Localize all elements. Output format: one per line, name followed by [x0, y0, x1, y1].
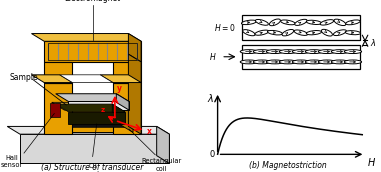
Polygon shape [60, 75, 113, 83]
Text: Hall
sensor: Hall sensor [1, 155, 23, 168]
Ellipse shape [279, 60, 296, 64]
Polygon shape [7, 126, 170, 134]
Ellipse shape [282, 29, 294, 36]
Ellipse shape [344, 50, 362, 53]
Polygon shape [56, 94, 129, 101]
Polygon shape [112, 104, 125, 124]
Ellipse shape [240, 60, 258, 64]
Polygon shape [69, 112, 125, 124]
Text: (a) Structure of transducer: (a) Structure of transducer [42, 163, 144, 172]
Ellipse shape [242, 20, 256, 25]
Polygon shape [56, 104, 125, 112]
Polygon shape [32, 34, 141, 41]
Ellipse shape [333, 30, 346, 36]
Bar [242, 45, 360, 69]
Ellipse shape [305, 60, 323, 64]
Text: $\lambda$: $\lambda$ [207, 92, 215, 104]
Bar [50, 103, 60, 117]
Text: $H$: $H$ [367, 156, 376, 168]
Ellipse shape [266, 50, 283, 53]
Ellipse shape [255, 19, 268, 25]
Polygon shape [113, 62, 141, 83]
Polygon shape [128, 54, 141, 134]
Ellipse shape [292, 60, 310, 64]
Polygon shape [128, 34, 141, 62]
Ellipse shape [344, 60, 362, 64]
Polygon shape [64, 110, 133, 132]
Text: (b) Magnetostriction: (b) Magnetostriction [249, 161, 327, 170]
Text: Cu
mask: Cu mask [84, 163, 102, 172]
Polygon shape [52, 102, 133, 110]
Ellipse shape [345, 31, 361, 35]
Ellipse shape [305, 50, 323, 53]
Polygon shape [100, 75, 141, 83]
Polygon shape [113, 83, 141, 134]
Bar [48, 43, 137, 60]
Ellipse shape [306, 20, 322, 24]
Ellipse shape [255, 30, 269, 35]
Text: Sample: Sample [10, 73, 38, 82]
Ellipse shape [322, 29, 332, 36]
Polygon shape [69, 101, 129, 110]
Ellipse shape [279, 50, 296, 53]
Text: z: z [100, 107, 104, 113]
Text: Rectangular
coil: Rectangular coil [141, 158, 181, 172]
Ellipse shape [267, 30, 282, 35]
Ellipse shape [295, 19, 307, 25]
Ellipse shape [266, 60, 283, 64]
Text: 0: 0 [209, 150, 215, 159]
Polygon shape [44, 62, 72, 83]
Ellipse shape [320, 20, 334, 25]
Polygon shape [116, 94, 129, 110]
Polygon shape [157, 126, 170, 163]
Polygon shape [32, 75, 72, 83]
Text: $\lambda$: $\lambda$ [370, 37, 377, 48]
Text: x: x [147, 127, 152, 136]
Polygon shape [44, 41, 141, 62]
Ellipse shape [331, 50, 349, 53]
Ellipse shape [240, 50, 258, 53]
Ellipse shape [318, 60, 336, 64]
Ellipse shape [334, 19, 346, 26]
Ellipse shape [346, 20, 360, 25]
Text: $H{=}0$: $H{=}0$ [214, 22, 235, 33]
Polygon shape [20, 134, 170, 163]
Ellipse shape [281, 20, 295, 25]
Ellipse shape [331, 60, 349, 64]
Text: y: y [117, 84, 122, 93]
Ellipse shape [306, 31, 322, 35]
Ellipse shape [253, 50, 271, 53]
Text: Electromagnet: Electromagnet [64, 0, 121, 3]
Ellipse shape [253, 60, 271, 64]
Polygon shape [44, 83, 72, 134]
Polygon shape [72, 115, 125, 127]
Ellipse shape [294, 30, 308, 35]
Bar [242, 15, 360, 40]
Ellipse shape [269, 19, 280, 26]
Text: $H$: $H$ [209, 51, 216, 62]
Ellipse shape [292, 50, 310, 53]
Polygon shape [120, 102, 133, 132]
Ellipse shape [318, 50, 336, 53]
Ellipse shape [243, 30, 255, 36]
